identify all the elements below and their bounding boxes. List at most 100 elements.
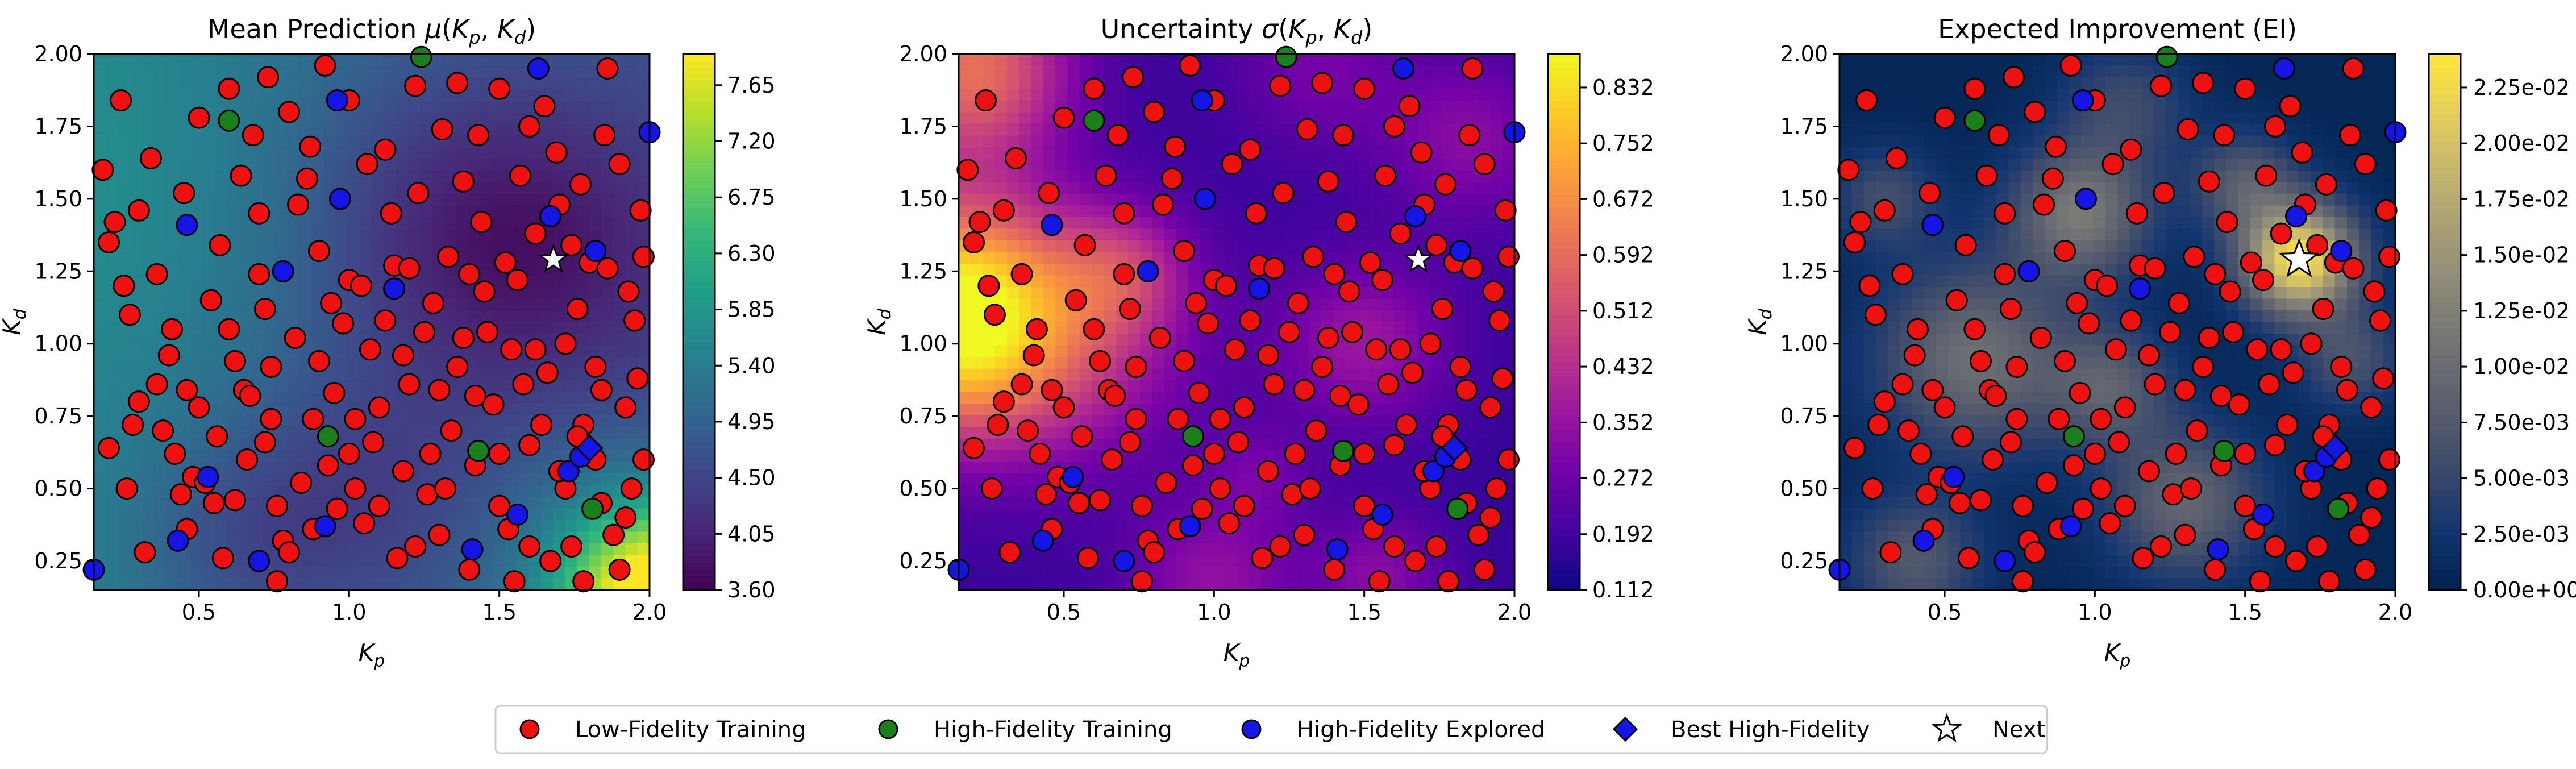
- heatmap-cell: [1358, 380, 1370, 392]
- heatmap-cell: [1285, 217, 1297, 229]
- heatmap-cell: [335, 171, 348, 182]
- heatmap-cell: [505, 473, 517, 485]
- colorbar-cell: [683, 476, 715, 484]
- heatmap-cell: [347, 555, 360, 567]
- heatmap-cell: [1080, 217, 1092, 229]
- heatmap-cell: [1019, 462, 1031, 474]
- low-fidelity-point: [1210, 479, 1230, 499]
- heatmap-cell: [1249, 334, 1261, 346]
- chart-title: Mean Prediction μ(Kp, Kd): [207, 14, 536, 48]
- heatmap-cell: [1285, 240, 1297, 252]
- heatmap-cell: [311, 77, 324, 89]
- heatmap-cell: [1430, 101, 1442, 113]
- heatmap-cell: [1249, 380, 1261, 392]
- heatmap-cell: [1055, 427, 1068, 439]
- low-fidelity-point: [621, 479, 642, 499]
- colorbar-cell: [683, 503, 715, 510]
- heatmap-cell: [1503, 555, 1515, 567]
- colorbar-cell: [1548, 81, 1580, 88]
- heatmap-cell: [1466, 101, 1479, 113]
- heatmap-cell: [1358, 147, 1370, 159]
- heatmap-cell: [589, 147, 602, 159]
- heatmap-cell: [167, 579, 179, 591]
- heatmap-cell: [528, 462, 541, 474]
- heatmap-cell: [420, 229, 432, 241]
- heatmap-cell: [1007, 497, 1019, 509]
- heatmap-cell: [1503, 415, 1515, 427]
- heatmap-cell: [517, 240, 529, 252]
- heatmap-cell: [1019, 310, 1031, 322]
- heatmap-cell: [1055, 77, 1068, 89]
- heatmap-cell: [1055, 147, 1068, 159]
- heatmap-cell: [1249, 171, 1261, 182]
- heatmap-cell: [577, 392, 589, 404]
- x-tick-label: 1.0: [1197, 600, 1231, 625]
- heatmap-cell: [396, 415, 409, 427]
- heatmap-cell: [613, 77, 626, 89]
- heatmap-cell: [625, 532, 638, 544]
- heatmap-cell: [1381, 147, 1394, 159]
- heatmap-cell: [1503, 392, 1515, 404]
- heatmap-cell: [1092, 427, 1104, 439]
- heatmap-cell: [613, 217, 626, 229]
- heatmap-cell: [106, 264, 118, 276]
- heatmap-cell: [178, 66, 191, 78]
- low-fidelity-point: [1498, 450, 1518, 470]
- heatmap-cell: [118, 532, 131, 544]
- heatmap-cell: [528, 147, 541, 159]
- heatmap-cell: [971, 346, 983, 358]
- heatmap-cell: [1345, 194, 1358, 206]
- heatmap-cell: [1442, 159, 1454, 171]
- heatmap-cell: [154, 171, 167, 182]
- heatmap-cell: [1043, 357, 1056, 369]
- heatmap-cell: [347, 77, 360, 89]
- heatmap-cell: [541, 124, 554, 136]
- heatmap-cell: [1104, 427, 1116, 439]
- heatmap-cell: [1237, 229, 1249, 241]
- heatmap-cell: [287, 66, 299, 78]
- heatmap-cell: [1503, 171, 1515, 182]
- heatmap-cell: [408, 171, 421, 182]
- heatmap-cell: [1176, 113, 1189, 124]
- heatmap-cell: [1851, 497, 1864, 509]
- heatmap-cell: [335, 567, 348, 579]
- heatmap-cell: [1321, 147, 1334, 159]
- heatmap-cell: [505, 462, 517, 474]
- heatmap-cell: [1261, 509, 1274, 521]
- heatmap-cell: [528, 392, 541, 404]
- heatmap-cell: [118, 124, 131, 136]
- heatmap-cell: [167, 54, 179, 66]
- low-fidelity-point: [1039, 183, 1059, 203]
- heatmap-cell: [1261, 136, 1274, 148]
- heatmap-cell: [613, 380, 626, 392]
- heatmap-cell: [1067, 532, 1080, 544]
- heatmap-cell: [154, 229, 167, 241]
- heatmap-cell: [202, 532, 215, 544]
- heatmap-cell: [1176, 276, 1189, 288]
- low-fidelity-point: [1360, 252, 1380, 273]
- colorbar-cell: [683, 510, 715, 517]
- low-fidelity-point: [1426, 235, 1447, 255]
- heatmap-cell: [995, 77, 1008, 89]
- heatmap-cell: [1104, 322, 1116, 334]
- heatmap-cell: [384, 579, 396, 591]
- heatmap-cell: [971, 147, 983, 159]
- heatmap-cell: [239, 543, 251, 555]
- heatmap-cell: [1080, 159, 1092, 171]
- heatmap-cell: [983, 509, 996, 521]
- heatmap-cell: [1200, 532, 1213, 544]
- colorbar-cell: [1548, 174, 1580, 182]
- low-fidelity-point: [174, 183, 194, 203]
- heatmap-cell: [1406, 439, 1418, 451]
- heatmap-cell: [959, 287, 971, 299]
- heatmap-cell: [360, 54, 372, 66]
- low-fidelity-point: [1399, 96, 1420, 117]
- heatmap-cell: [1393, 276, 1406, 288]
- heatmap-cell: [142, 497, 155, 509]
- heatmap-cell: [347, 66, 360, 78]
- heatmap-cell: [190, 543, 203, 555]
- heatmap-cell: [493, 101, 505, 113]
- heatmap-cell: [517, 54, 529, 66]
- heatmap-cell: [1840, 89, 1852, 101]
- colorbar-cell: [1548, 436, 1580, 443]
